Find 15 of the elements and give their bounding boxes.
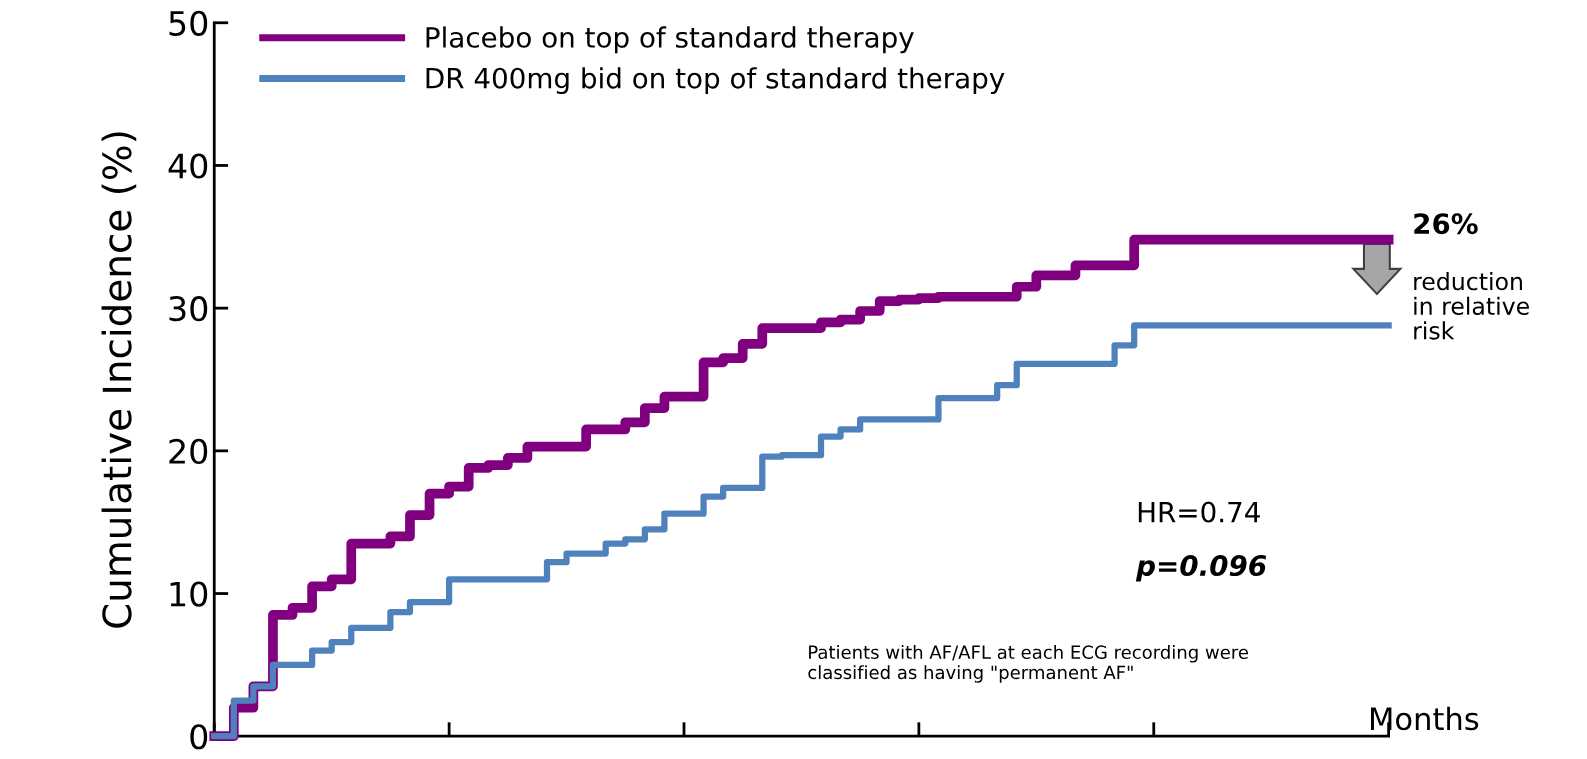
y-tick-label: 10: [170, 581, 208, 607]
legend-label: Placebo on top of standard therapy: [426, 26, 914, 54]
y-tick-label: 20: [169, 438, 208, 464]
y-tick-label: 40: [168, 153, 208, 179]
annotation: Patients with AF/AFL at each ECG recording were classified as having "permanent AF": [808, 645, 1248, 683]
text: reduction in relative risk: [1414, 272, 1529, 340]
y-tick-label: 50: [169, 10, 208, 36]
annotation: HR=0.74: [1138, 501, 1260, 523]
y-axis-title: Cumulative Incidence (%): [101, 132, 137, 628]
text: 26%: [1414, 213, 1478, 235]
legend-label: DR 400mg bid on top of standard therapy: [426, 67, 1005, 95]
x-axis-title: Months: [1371, 706, 1479, 731]
y-tick-label: 0: [190, 724, 208, 750]
y-tick-label: 30: [169, 296, 208, 322]
annotation: p=0.096: [1135, 555, 1267, 582]
